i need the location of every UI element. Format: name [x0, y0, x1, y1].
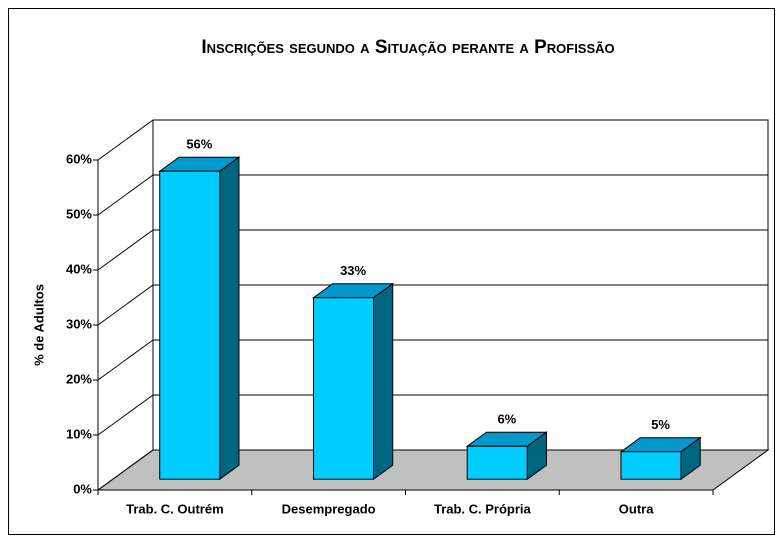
- chart-title: Inscrições segundo a Situação perante a …: [201, 37, 614, 58]
- grid-line: [97, 339, 154, 381]
- y-tick-label: 30%: [66, 316, 92, 331]
- x-tick-label: Trab. C. Própria: [434, 501, 532, 516]
- y-tick-label: 50%: [66, 206, 92, 221]
- bar: [620, 451, 682, 480]
- grid-line: [97, 284, 154, 326]
- y-tick-label: 60%: [66, 151, 92, 166]
- grid-line: [97, 119, 154, 161]
- data-label: 6%: [497, 412, 516, 427]
- bar: [159, 170, 221, 480]
- data-label: 5%: [651, 417, 670, 432]
- y-tick-label: 0%: [73, 481, 92, 496]
- grid-line: [97, 174, 154, 216]
- grid-line: [97, 394, 154, 436]
- grid-line: [97, 449, 154, 491]
- y-tick-label: 20%: [66, 371, 92, 386]
- y-axis-label: % de Adultos: [31, 284, 46, 366]
- bar: [466, 445, 528, 480]
- bar-side: [219, 156, 240, 481]
- x-tick-label: Trab. C. Outrém: [126, 501, 224, 516]
- grid-line: [97, 229, 154, 271]
- x-tick-label: Desempregado: [282, 501, 376, 516]
- y-tick-label: 10%: [66, 426, 92, 441]
- x-tick-label: Outra: [619, 501, 654, 516]
- y-tick-label: 40%: [66, 261, 92, 276]
- bar-side: [372, 282, 394, 481]
- data-label: 56%: [186, 137, 212, 152]
- bar: [312, 297, 374, 480]
- data-label: 33%: [340, 263, 366, 278]
